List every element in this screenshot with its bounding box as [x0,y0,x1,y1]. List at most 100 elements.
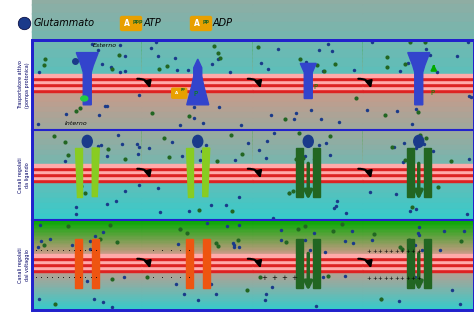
Bar [253,222,364,224]
Bar [143,162,253,164]
Bar [143,13,253,22]
Bar [32,170,143,173]
Text: +: + [372,249,377,254]
Bar [253,248,364,250]
Bar [253,266,364,268]
Bar [75,239,82,288]
Bar [364,31,474,40]
Bar [364,22,474,32]
Text: +: + [400,249,404,254]
Bar [253,41,364,43]
Polygon shape [300,64,316,99]
Bar [143,52,253,54]
Bar [364,248,474,250]
Text: +: + [261,275,267,281]
Text: ·: · [162,273,164,283]
Bar [143,267,253,270]
Bar [143,285,253,287]
Bar [253,46,364,48]
Bar [143,91,253,97]
Bar [143,139,253,141]
Bar [253,234,364,236]
Bar [32,246,143,247]
Bar [364,153,474,155]
Bar [143,187,253,193]
Bar [32,52,143,54]
Bar [143,86,253,92]
Bar [143,155,253,157]
Text: +: + [410,276,415,281]
Bar [32,76,143,85]
Bar [253,129,364,134]
Bar [364,123,474,129]
Bar [253,49,364,58]
Bar [253,80,364,83]
Bar [92,239,99,288]
Bar [143,42,253,44]
Bar [143,31,253,40]
Bar [253,146,364,148]
Bar [143,209,253,215]
Bar [253,51,364,52]
Bar [143,46,253,48]
Bar [143,166,253,172]
Bar [253,280,364,282]
Bar [364,229,474,231]
Bar [253,214,364,220]
Bar [32,145,143,150]
Bar [143,198,253,204]
Bar [253,40,364,41]
Bar [364,239,474,240]
Bar [364,129,474,134]
Bar [143,260,253,263]
Bar [32,151,143,153]
Bar [32,155,143,157]
Bar [364,222,474,224]
Text: ·: · [52,246,55,256]
Bar [143,221,253,223]
Bar [364,280,474,282]
Bar [253,112,364,118]
Text: ·: · [90,273,93,283]
Bar [32,138,143,140]
Bar [143,294,253,296]
Polygon shape [186,148,193,197]
Bar [143,135,253,137]
Bar [364,67,474,76]
Bar [364,246,474,247]
Bar [32,282,143,284]
Bar [32,51,143,52]
Bar [32,112,143,121]
Bar [253,198,364,204]
Bar [364,304,474,307]
Bar [253,232,364,234]
Text: ·: · [90,246,93,256]
Bar [32,283,143,285]
Bar [32,176,143,179]
Bar [253,240,364,242]
Bar [143,250,253,252]
Bar [143,67,253,76]
Bar [32,61,143,63]
Bar [32,224,143,226]
Bar [32,146,143,148]
Bar [364,132,474,134]
Bar [253,230,364,232]
Text: +: + [377,276,382,281]
Bar [32,214,143,220]
Bar [32,46,143,48]
Bar [143,144,253,146]
Bar [364,41,474,43]
Text: ·: · [63,273,65,283]
Bar [253,77,364,80]
Bar [253,83,364,86]
Bar [253,118,364,124]
Bar [364,143,474,145]
Bar [364,53,474,55]
Bar [143,138,253,140]
Bar [32,70,143,71]
Bar [143,158,253,160]
Bar [253,150,364,152]
Bar [143,89,253,92]
Bar [253,179,364,182]
